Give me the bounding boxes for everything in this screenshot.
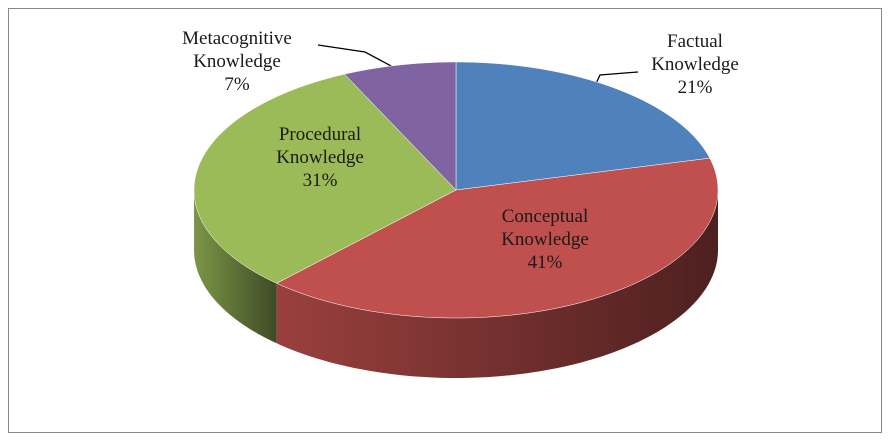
value-label: 31% bbox=[302, 170, 338, 191]
value-label: 41% bbox=[527, 252, 563, 273]
pie-side bbox=[276, 190, 718, 378]
category-label: Factual Knowledge bbox=[651, 31, 739, 75]
pie-slice bbox=[276, 157, 719, 319]
category-label: Procedural Knowledge bbox=[276, 124, 364, 168]
slice-label: Factual Knowledge 21% bbox=[625, 30, 765, 99]
category-label: Conceptual Knowledge bbox=[501, 206, 589, 250]
value-label: 21% bbox=[677, 77, 713, 98]
pie-side bbox=[194, 190, 277, 344]
pie-slice bbox=[193, 73, 457, 284]
slice-label: Metacognitive Knowledge 7% bbox=[167, 27, 307, 96]
slice-label: Conceptual Knowledge 41% bbox=[475, 205, 615, 274]
category-label: Metacognitive Knowledge bbox=[182, 28, 292, 72]
pie-slice bbox=[455, 61, 711, 191]
pie-slice bbox=[343, 61, 457, 191]
slice-label: Procedural Knowledge 31% bbox=[250, 123, 390, 192]
value-label: 7% bbox=[224, 74, 250, 95]
